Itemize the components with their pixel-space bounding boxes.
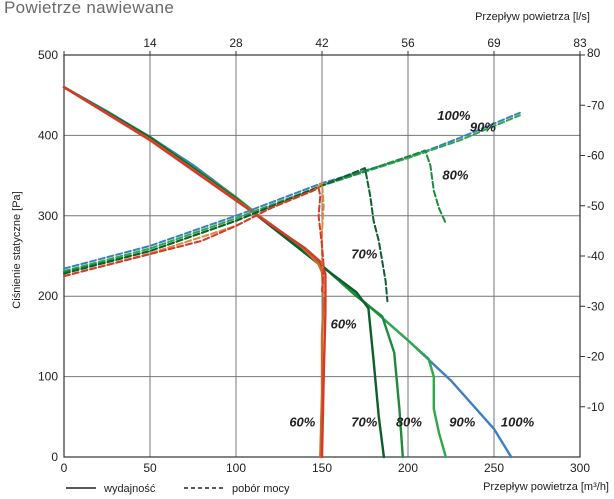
page-title: Powietrze nawiewane xyxy=(4,0,175,17)
y-tick-label: 100 xyxy=(38,370,58,384)
power-curve-7 xyxy=(63,114,521,273)
power-curve-6 xyxy=(63,111,521,270)
x2-tick-label: 56 xyxy=(401,36,415,50)
flow-curve-1 xyxy=(62,85,447,459)
power-curve-9 xyxy=(63,167,389,303)
x-tick-label: 50 xyxy=(143,461,157,475)
y-tick-label: 200 xyxy=(38,289,58,303)
x-axis-title: Przepływ powietrza [m³/h] xyxy=(483,481,609,493)
power-curve-10 xyxy=(63,182,325,298)
x-tick-label: 250 xyxy=(484,461,504,475)
flow-curve-5 xyxy=(62,85,327,459)
flow-curve-2 xyxy=(62,85,404,459)
legend-label-dashed: pobór mocy xyxy=(232,483,290,495)
y-tick-label: 500 xyxy=(38,48,58,62)
flow-curve-3 xyxy=(62,85,386,459)
x-tick-label: 0 xyxy=(61,461,68,475)
y2-tick-label: -20 xyxy=(587,350,605,364)
series-group xyxy=(62,85,521,459)
y2-tick-label: -40 xyxy=(587,249,605,263)
y2-tick-label: 80 xyxy=(587,46,601,60)
x-tick-label: 300 xyxy=(570,461,590,475)
x2-tick-label: 69 xyxy=(487,36,501,50)
x2-tick-label: 28 xyxy=(229,36,243,50)
percent-label-0: 100% xyxy=(437,108,471,123)
flow-curve-0 xyxy=(62,85,513,459)
y2-tick-label: -60 xyxy=(587,149,605,163)
legend: wydajność pobór mocy xyxy=(66,483,290,495)
y-axis-title: Ciśnienie statyczne [Pa] xyxy=(11,191,23,308)
percent-label-1: 90% xyxy=(470,119,496,134)
percent-label-8: 90% xyxy=(449,414,475,429)
y2-tick-label: -10 xyxy=(587,400,605,414)
x-tick-label: 200 xyxy=(398,461,418,475)
percent-label-9: 100% xyxy=(501,414,535,429)
y-tick-label: 0 xyxy=(51,450,58,464)
tick-labels: 0 50 100 150 200 250 300 14 28 42 56 69 83 0 100 200 300… xyxy=(38,36,605,475)
percent-label-6: 70% xyxy=(351,414,377,429)
power-curve-11 xyxy=(63,187,325,293)
percent-label-4: 60% xyxy=(331,316,357,331)
percent-label-2: 80% xyxy=(442,168,468,183)
y-tick-label: 300 xyxy=(38,209,58,223)
x-tick-label: 100 xyxy=(226,461,246,475)
x2-axis-title: Przepływ powietrza [l/s] xyxy=(475,11,590,23)
y2-tick-label: -50 xyxy=(587,199,605,213)
x-tick-label: 150 xyxy=(312,461,332,475)
legend-label-solid: wydajność xyxy=(103,483,156,495)
x2-tick-label: 14 xyxy=(143,36,157,50)
y2-tick-label: -70 xyxy=(587,98,605,112)
flow-curve-4 xyxy=(62,85,325,459)
x2-tick-label: 42 xyxy=(315,36,329,50)
percent-label-3: 70% xyxy=(351,246,377,261)
percent-annotations: 100%90%80%70%60%60% 70% 80% 90% 100% xyxy=(289,108,534,429)
y2-tick-label: -30 xyxy=(587,299,605,313)
x2-tick-label: 83 xyxy=(573,36,587,50)
percent-label-5: 60% xyxy=(289,414,315,429)
percent-label-7: 80% xyxy=(396,414,422,429)
y-tick-label: 400 xyxy=(38,128,58,142)
